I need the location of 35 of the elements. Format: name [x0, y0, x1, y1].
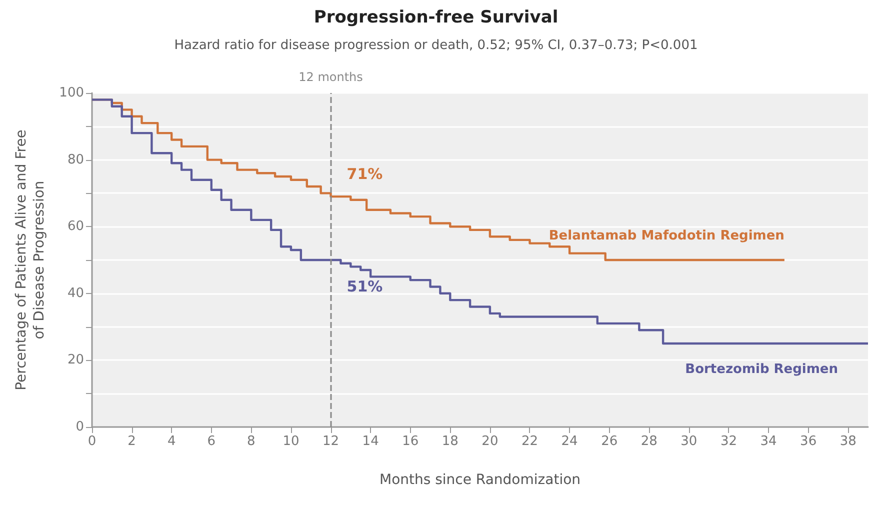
chart-title: Progression-free Survival: [314, 8, 558, 28]
x-tick-label: 16: [402, 434, 419, 449]
x-tick-label: 2: [128, 434, 136, 449]
x-tick-label: 4: [167, 434, 176, 449]
x-tick-label: 22: [521, 434, 538, 449]
x-tick-label: 34: [760, 434, 777, 449]
x-tick-label: 24: [561, 434, 578, 449]
x-tick-label: 36: [800, 434, 817, 449]
annotation: 71%: [346, 164, 383, 183]
x-tick-label: 10: [282, 434, 300, 449]
x-tick-label: 38: [840, 434, 856, 449]
y-tick-label: 40: [67, 286, 84, 301]
annotation: 51%: [346, 278, 383, 296]
ref-line-label: 12 months: [298, 70, 363, 84]
y-tick-label: 60: [67, 219, 84, 234]
x-tick-label: 28: [640, 434, 658, 449]
y-tick-label: 80: [67, 152, 84, 168]
x-tick-label: 32: [720, 434, 737, 449]
chart-subtitle: Hazard ratio for disease progression or death, 0.52; 95% CI, 0.37–0.73; P<0.001: [174, 38, 698, 53]
x-tick-label: 14: [362, 434, 379, 449]
y-axis-title: Percentage of Patients Alive and Free of Disease Progression: [13, 130, 48, 390]
y-tick-label: 20: [67, 352, 84, 368]
x-tick-label: 18: [442, 434, 458, 449]
x-tick-label: 26: [601, 434, 618, 449]
x-tick-label: 12: [322, 434, 340, 449]
x-tick-label: 0: [88, 434, 96, 449]
series-label: Belantamab Mafodotin Regimen: [548, 228, 784, 244]
y-tick-label: 0: [76, 420, 84, 434]
x-tick-label: 6: [207, 434, 216, 449]
x-tick-label: 20: [482, 434, 498, 449]
x-tick-label: 30: [680, 434, 698, 449]
x-tick-label: 8: [247, 434, 256, 449]
series-label: Bortezomib Regimen: [685, 362, 838, 377]
x-axis-title: Months since Randomization: [379, 472, 581, 488]
y-tick-label: 100: [59, 86, 84, 100]
